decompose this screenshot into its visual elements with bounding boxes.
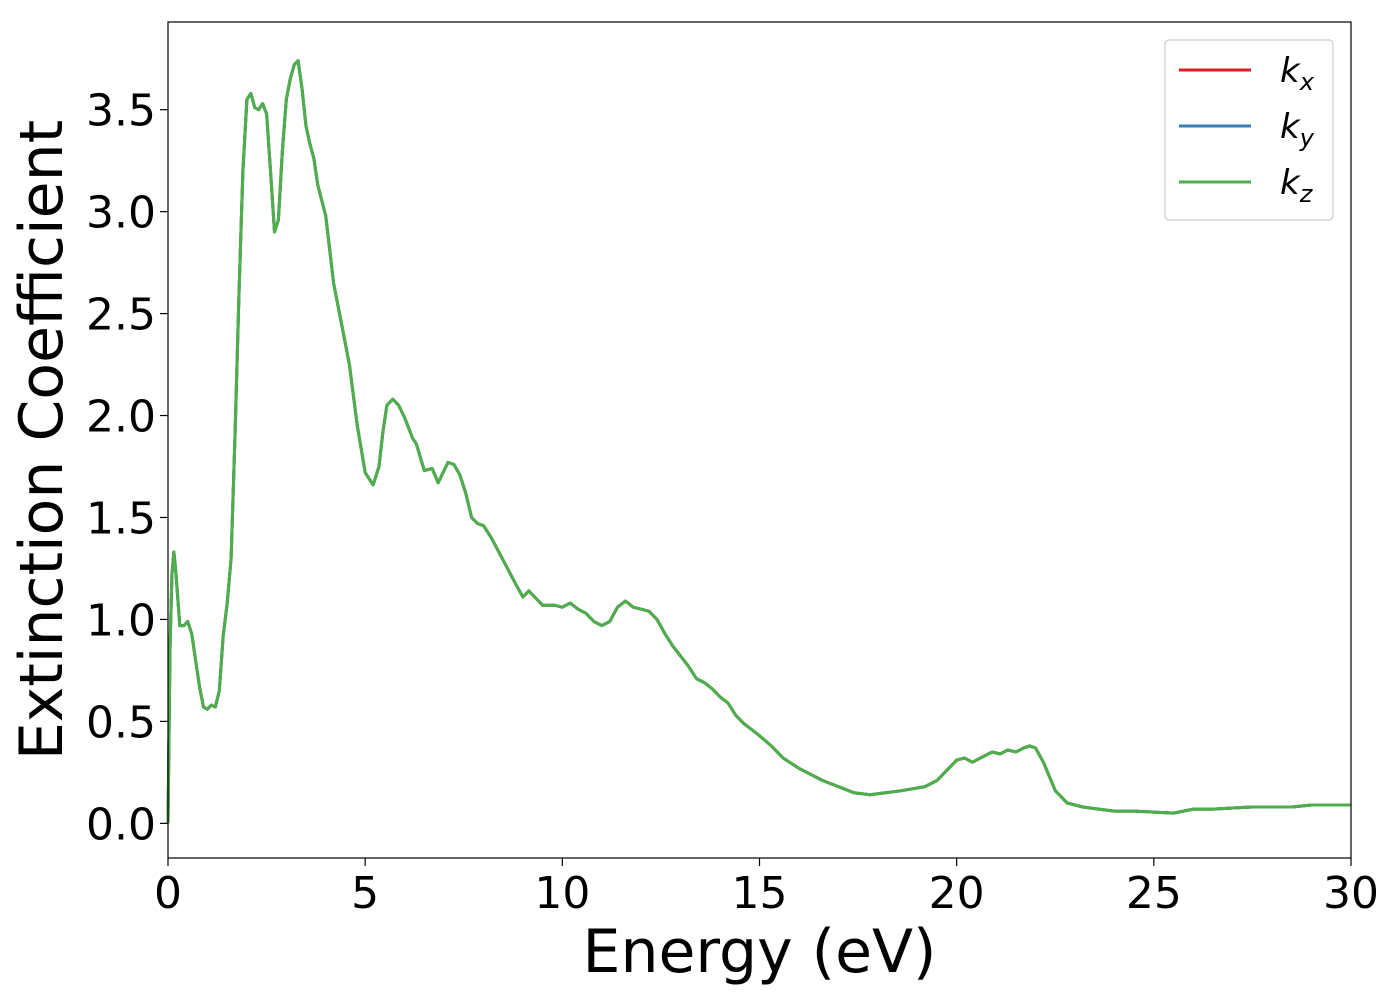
legend-label: kz	[1280, 163, 1314, 208]
y-tick-label: 3.5	[86, 86, 156, 137]
x-tick-label: 0	[154, 868, 182, 919]
x-tick-label: 20	[929, 868, 985, 919]
legend-label-subscript: y	[1299, 124, 1315, 152]
x-tick-label: 5	[351, 868, 379, 919]
y-tick-label: 0.0	[86, 799, 156, 850]
x-tick-label: 25	[1126, 868, 1182, 919]
y-tick-label: 0.5	[86, 697, 156, 748]
x-tick-label: 30	[1323, 868, 1379, 919]
x-axis: 0 5 10 15 20 25 30	[154, 858, 1379, 919]
legend-box	[1164, 39, 1334, 221]
legend-label-subscript: z	[1299, 180, 1314, 208]
x-axis-label: Energy (eV)	[583, 917, 937, 987]
y-tick-label: 1.0	[86, 595, 156, 646]
legend-label: kx	[1280, 51, 1315, 96]
x-tick-label: 10	[534, 868, 590, 919]
legend-label-base: k	[1280, 163, 1301, 203]
x-tick-label: 15	[732, 868, 788, 919]
legend-label-base: k	[1280, 107, 1301, 147]
series-line-k-z	[166, 59, 1351, 824]
legend-label: ky	[1280, 107, 1315, 152]
legend-label-base: k	[1280, 51, 1301, 91]
legend-label-subscript: x	[1299, 68, 1315, 96]
y-tick-label: 1.5	[86, 493, 156, 544]
y-axis-label: Extinction Coefficient	[7, 120, 77, 760]
y-tick-label: 2.5	[86, 290, 156, 341]
y-axis: 0.0 0.5 1.0 1.5 2.0 2.5 3.0 3.5	[86, 86, 168, 850]
y-tick-label: 2.0	[86, 392, 156, 443]
plot-series-group	[166, 59, 1351, 824]
y-tick-label: 3.0	[86, 188, 156, 239]
